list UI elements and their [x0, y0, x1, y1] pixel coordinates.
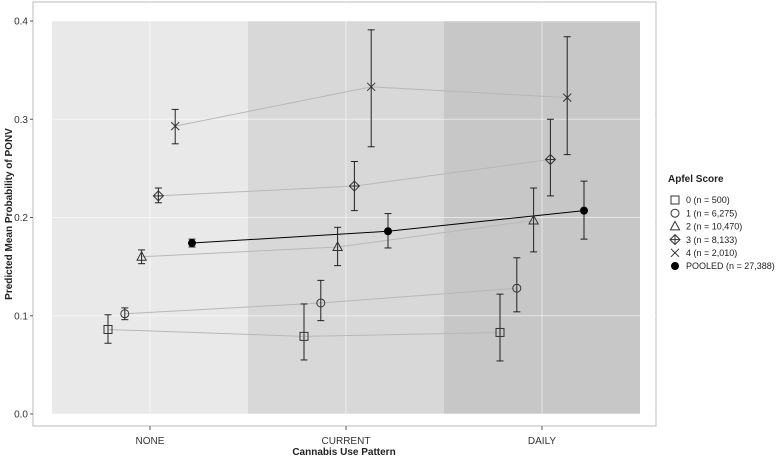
data-point — [120, 309, 130, 319]
error-bar — [530, 187, 538, 253]
data-point — [348, 180, 361, 192]
y-axis-title: Predicted Mean Probability of PONV — [4, 128, 15, 300]
y-tick-label: 0.1 — [14, 311, 28, 322]
x-tick-label: NONE — [136, 436, 165, 447]
y-tick-label: 0.3 — [14, 115, 28, 126]
data-point — [152, 190, 165, 202]
data-point — [528, 214, 540, 225]
legend-marker — [671, 262, 679, 270]
data-point — [544, 153, 557, 166]
data-point — [366, 82, 376, 92]
legend-entry-label: 3 (n = 8,133) — [686, 235, 737, 245]
error-bars — [104, 29, 588, 362]
legend-marker — [670, 208, 680, 218]
data-point — [170, 121, 180, 131]
legend-marker — [670, 248, 680, 258]
x-tick-label: DAILY — [528, 436, 556, 447]
data-point — [562, 93, 572, 102]
error-bar — [334, 226, 342, 267]
error-bar — [104, 314, 112, 344]
data-point — [316, 298, 326, 308]
y-tick-label: 0.2 — [14, 213, 28, 224]
data-point — [580, 206, 588, 215]
legend-marker — [670, 195, 680, 205]
y-tick-label: 0.0 — [14, 410, 28, 421]
error-bar — [367, 29, 375, 148]
x-axis-ticks: NONE CURRENT DAILY — [136, 426, 556, 447]
x-axis-title: Cannabis Use Pattern — [292, 447, 395, 458]
data-point — [136, 250, 148, 261]
legend-marker — [669, 220, 681, 231]
legend-entry-label: 4 (n = 2,010) — [686, 248, 737, 258]
legend: Apfel Score 0 (n = 500) 1 (n = 6,275) 2 (n… — [668, 174, 775, 271]
plot-panel-border — [32, 1, 657, 427]
legend-entry-label: POOLED (n = 27,388) — [686, 261, 775, 271]
data-point — [495, 327, 505, 337]
legend-entry-label: 0 (n = 500) — [686, 195, 730, 205]
legend-marker — [669, 233, 681, 246]
data-points — [103, 82, 588, 341]
error-bar — [317, 279, 325, 322]
data-point — [384, 227, 392, 236]
data-point — [103, 325, 113, 335]
error-bar — [563, 36, 571, 156]
data-point — [299, 331, 309, 341]
legend-entry-label: 2 (n = 10,470) — [686, 222, 742, 232]
data-point — [512, 283, 522, 293]
data-point — [188, 239, 196, 248]
y-axis-ticks: 0.0 0.1 0.2 0.3 0.4 — [14, 17, 33, 421]
data-point — [332, 240, 344, 251]
legend-entry-label: 1 (n = 6,275) — [686, 208, 737, 218]
legend-title: Apfel Score — [668, 174, 724, 185]
y-tick-label: 0.4 — [14, 17, 28, 28]
error-bar — [513, 257, 521, 313]
gridlines — [33, 2, 656, 426]
error-bar — [496, 293, 504, 362]
x-tick-label: CURRENT — [322, 436, 371, 447]
